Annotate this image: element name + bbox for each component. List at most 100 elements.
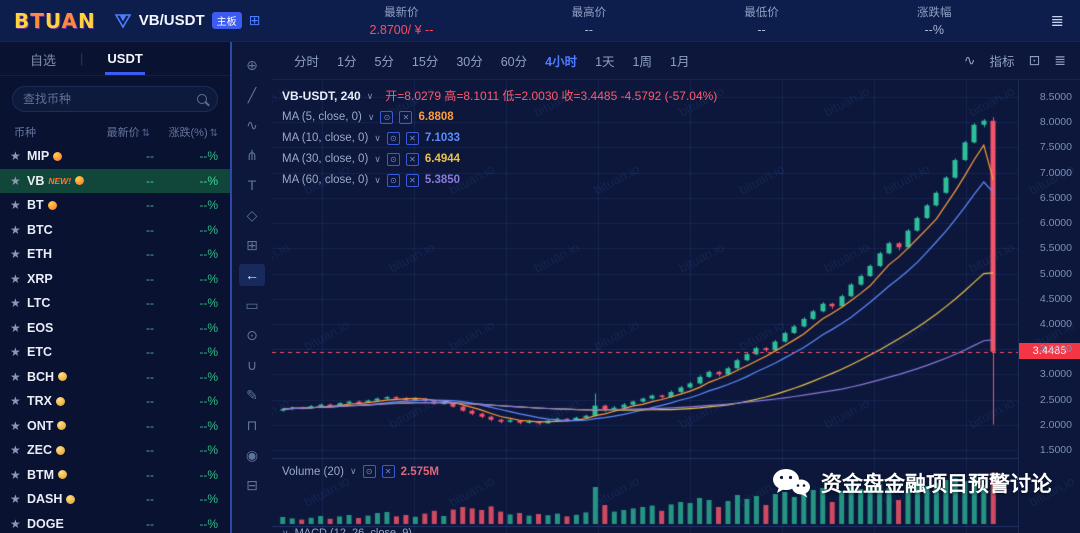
coin-symbol: XRP (27, 271, 53, 286)
eye-tool-icon[interactable]: ◉ (245, 446, 259, 463)
coin-symbol: LTC (27, 296, 51, 311)
coin-symbol: VB (27, 173, 45, 188)
star-icon[interactable]: ★ (10, 296, 21, 311)
search-icon[interactable] (197, 94, 207, 104)
coin-name: DASH (27, 492, 96, 506)
wave-tool-icon[interactable]: ∿ (246, 116, 258, 133)
chevron-down-icon[interactable]: ∨ (374, 133, 381, 143)
trend-line-tool-icon[interactable]: ╱ (247, 86, 257, 103)
shapes-tool-icon[interactable]: ⊞ (246, 236, 258, 253)
coin-row-DASH[interactable]: ★ DASH -- --% (0, 487, 230, 512)
market-grid-icon[interactable]: ⊞ (248, 12, 261, 28)
price-axis[interactable]: 3.4485 8.5000 8.0000 7.5000 7.0000 6.5000 6.0… (1018, 80, 1080, 533)
coin-row-EOS[interactable]: ★ EOS -- --% (0, 316, 230, 341)
layout-icon[interactable]: ≣ (1054, 52, 1066, 68)
indicator-close-icon[interactable]: ✕ (381, 465, 395, 478)
main-board-badge: 主板 (211, 12, 242, 29)
star-icon[interactable]: ★ (10, 369, 21, 384)
text-tool-icon[interactable]: T (247, 177, 257, 193)
star-icon[interactable]: ★ (10, 418, 21, 433)
coin-row-TRX[interactable]: ★ TRX -- --% (0, 389, 230, 414)
menu-icon[interactable]: ≣ (1050, 12, 1064, 30)
collapse-panel-tool-icon[interactable]: ← (239, 264, 265, 286)
timeframe-30分[interactable]: 30分 (456, 55, 483, 69)
star-icon[interactable]: ★ (10, 443, 21, 458)
star-icon[interactable]: ★ (10, 149, 21, 164)
coin-row-LTC[interactable]: ★ LTC -- --% (0, 291, 230, 316)
sidebar-tab-USDT[interactable]: USDT (105, 43, 145, 75)
magnet-tool-icon[interactable]: ∪ (246, 356, 258, 373)
price-axis-label: 3.5000 (1039, 343, 1072, 356)
coin-row-ZEC[interactable]: ★ ZEC -- --% (0, 438, 230, 463)
timeframe-15分[interactable]: 15分 (411, 55, 439, 69)
coin-row-MIP[interactable]: ★ MIP -- --% (0, 144, 230, 169)
indicator-wave-icon[interactable]: ∿ (963, 52, 976, 68)
price-chart-canvas[interactable] (272, 80, 1018, 533)
timeframe-5分[interactable]: 5分 (374, 55, 394, 69)
indicator-close-icon[interactable]: ✕ (399, 111, 413, 124)
column-change[interactable]: 涨跌(%) ⇅ (168, 127, 219, 139)
coin-row-BTM[interactable]: ★ BTM -- --% (0, 463, 230, 488)
indicator-close-icon[interactable]: ✕ (405, 174, 419, 187)
timeframe-1天[interactable]: 1天 (595, 55, 615, 69)
star-icon[interactable]: ★ (10, 247, 21, 262)
indicator-settings-icon[interactable]: ⊙ (362, 465, 376, 478)
indicator-settings-icon[interactable]: ⊙ (380, 111, 394, 124)
sidebar-tab-自选[interactable]: 自选 (30, 53, 57, 68)
star-icon[interactable]: ★ (10, 173, 21, 188)
pair-selector[interactable]: VB/USDT 主板 ⊞ (114, 12, 271, 29)
ruler-tool-icon[interactable]: ▭ (245, 296, 259, 313)
timeframe-60分[interactable]: 60分 (500, 55, 528, 69)
column-price[interactable]: 最新价 ⇅ (106, 127, 150, 139)
timeframe-1分[interactable]: 1分 (337, 55, 357, 69)
indicator-close-icon[interactable]: ✕ (405, 153, 419, 166)
coin-symbol: DOGE (27, 516, 64, 531)
star-icon[interactable]: ★ (10, 345, 21, 360)
chevron-down-icon[interactable]: ∨ (367, 112, 375, 122)
crosshair-tool-icon[interactable]: ⊕ (246, 56, 258, 73)
coin-row-VB[interactable]: ★ VB NEW! -- --% (0, 168, 230, 193)
stat-value: -- (584, 23, 593, 37)
chevron-down-icon[interactable]: ∨ (282, 527, 289, 533)
chevron-down-icon[interactable]: ∨ (374, 154, 381, 164)
star-icon[interactable]: ★ (10, 198, 21, 213)
indicator-settings-icon[interactable]: ⊙ (386, 174, 400, 187)
coin-row-BTC[interactable]: ★ BTC -- --% (0, 218, 230, 243)
lock-tool-icon[interactable]: ⊓ (246, 416, 258, 433)
indicator-settings-icon[interactable]: ⊙ (386, 132, 400, 145)
coin-row-BT[interactable]: ★ BT -- --% (0, 193, 230, 218)
zoom-tool-icon[interactable]: ⊙ (246, 326, 258, 343)
draw-tool-icon[interactable]: ✎ (246, 386, 258, 403)
coin-name: MIP (27, 149, 96, 163)
coin-row-DOGE[interactable]: ★ DOGE -- --% (0, 512, 230, 533)
timeframe-1月[interactable]: 1月 (670, 55, 690, 69)
coin-row-BCH[interactable]: ★ BCH -- --% (0, 365, 230, 390)
chevron-down-icon[interactable]: ∨ (366, 91, 374, 101)
indicator-settings-icon[interactable]: ⊙ (386, 153, 400, 166)
indicators-button[interactable]: 指标 (989, 55, 1015, 69)
coin-row-ETH[interactable]: ★ ETH -- --% (0, 242, 230, 267)
pattern-tool-icon[interactable]: ◇ (246, 206, 258, 223)
star-icon[interactable]: ★ (10, 271, 21, 286)
star-icon[interactable]: ★ (10, 394, 21, 409)
search-input[interactable] (23, 92, 197, 106)
star-icon[interactable]: ★ (10, 467, 21, 482)
star-icon[interactable]: ★ (10, 222, 21, 237)
coin-row-ETC[interactable]: ★ ETC -- --% (0, 340, 230, 365)
star-icon[interactable]: ★ (10, 320, 21, 335)
chevron-down-icon[interactable]: ∨ (374, 175, 381, 185)
indicator-close-icon[interactable]: ✕ (405, 132, 419, 145)
timeframe-4小时[interactable]: 4小时 (545, 55, 578, 69)
timeframe-1周[interactable]: 1周 (632, 55, 652, 69)
fullscreen-icon[interactable]: ⊡ (1028, 52, 1041, 68)
chevron-down-icon[interactable]: ∨ (350, 466, 357, 476)
star-icon[interactable]: ★ (10, 492, 21, 507)
pitchfork-tool-icon[interactable]: ⋔ (246, 146, 258, 163)
search-box[interactable] (12, 86, 218, 112)
star-icon[interactable]: ★ (10, 516, 21, 531)
coin-row-XRP[interactable]: ★ XRP -- --% (0, 267, 230, 292)
coin-row-ONT[interactable]: ★ ONT -- --% (0, 414, 230, 439)
trash-tool-icon[interactable]: ⊟ (246, 476, 258, 493)
timeframe-分时[interactable]: 分时 (294, 55, 320, 69)
header-stat: 最新价 2.8700/ ¥ -- (369, 4, 433, 37)
